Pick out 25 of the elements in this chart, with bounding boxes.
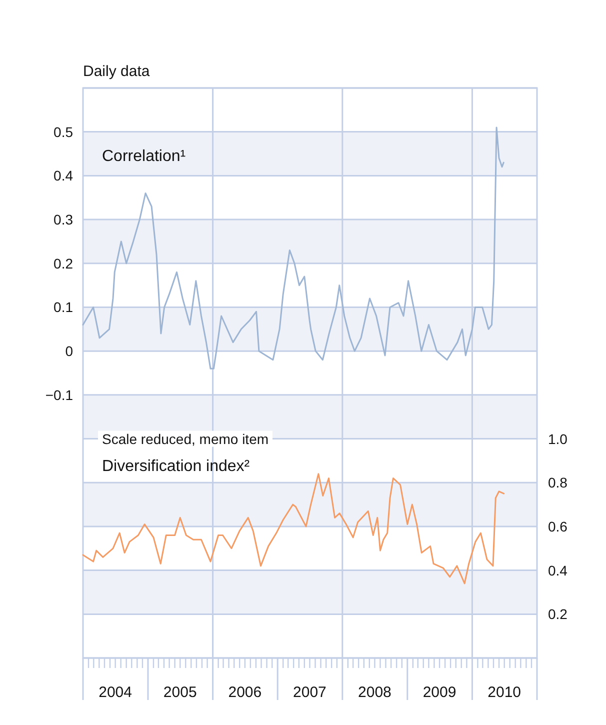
y-tick-label: −0.1 [45, 386, 74, 403]
x-tick-label: 2006 [228, 684, 262, 701]
line-series [82, 126, 504, 370]
y-tick-label: 0.5 [54, 124, 74, 140]
y-tick-label: 0 [65, 343, 74, 360]
chart-title: Daily data [83, 63, 150, 80]
x-tick-label: 2009 [422, 684, 456, 701]
text: Correlation¹ [102, 148, 186, 165]
y2-tick-label: 0.2 [548, 606, 568, 622]
x-tick-label: 2010 [488, 684, 522, 701]
y2-tick-label: 0.6 [548, 518, 568, 534]
y2-tick-label: 1.0 [548, 430, 568, 447]
y-tick-label: 0.4 [54, 168, 74, 184]
y2-tick-label: 0.8 [548, 474, 568, 491]
y-tick-label: 0.3 [54, 212, 74, 228]
annotation: Scale reduced, memo item [102, 430, 269, 447]
x-tick-label: 2008 [358, 684, 392, 701]
x-tick-label: 2007 [293, 684, 326, 701]
y-tick-label: 0.2 [54, 255, 74, 272]
text: Diversification index² [102, 458, 250, 475]
y2-tick-label: 0.4 [548, 562, 568, 578]
x-tick-label: 2004 [98, 684, 132, 701]
y-tick-label: 0.1 [54, 299, 74, 316]
line-series [82, 473, 505, 584]
x-tick-label: 2005 [163, 684, 197, 701]
